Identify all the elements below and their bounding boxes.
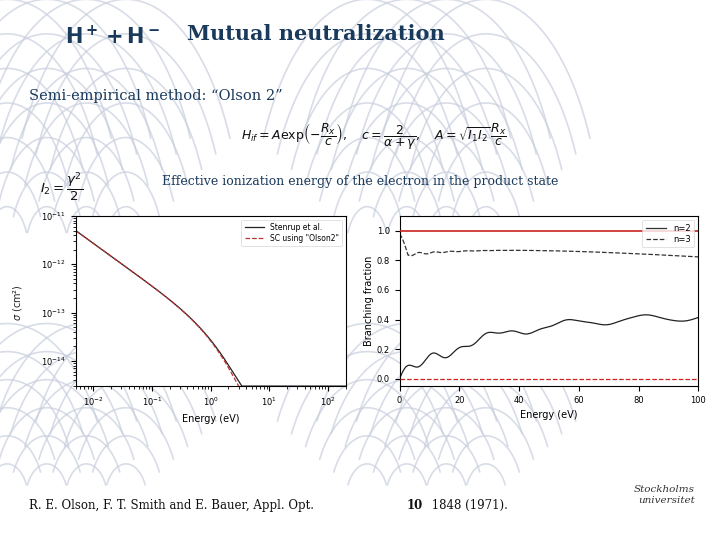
SC using "Olson2"	[341, 423, 350, 430]
Stenrup et al.	[276, 383, 285, 389]
SC using "Olson2"	[276, 397, 284, 403]
SC using "Olson2"	[235, 384, 244, 391]
Legend: Stenrup et al., SC using "Olson2": Stenrup et al., SC using "Olson2"	[241, 220, 342, 246]
Text: 10: 10	[407, 499, 423, 512]
Text: R. E. Olson, F. T. Smith and E. Bauer, Appl. Opt.: R. E. Olson, F. T. Smith and E. Bauer, A…	[29, 499, 321, 512]
Stenrup et al.	[228, 368, 237, 375]
X-axis label: Energy (eV): Energy (eV)	[521, 410, 577, 420]
Text: $\sigma$ (cm²): $\sigma$ (cm²)	[12, 284, 24, 321]
Text: 1848 (1971).: 1848 (1971).	[428, 499, 508, 512]
Text: Mutual neutralization: Mutual neutralization	[187, 24, 445, 44]
Text: Stockholms
universitet: Stockholms universitet	[634, 485, 695, 505]
Stenrup et al.	[71, 227, 80, 234]
SC using "Olson2"	[71, 227, 80, 234]
Stenrup et al.	[88, 239, 96, 246]
SC using "Olson2"	[88, 239, 96, 246]
Text: $H_{if} = A\exp\!\left(-\dfrac{R_x}{c}\right),\quadc = \dfrac{2}{\alpha+\gamma},: $H_{if} = A\exp\!\left(-\dfrac{R_x}{c}\r…	[241, 122, 508, 152]
SC using "Olson2"	[243, 397, 252, 404]
SC using "Olson2"	[304, 402, 312, 408]
Text: Effective ionization energy of the electron in the product state: Effective ionization energy of the elect…	[162, 176, 559, 188]
X-axis label: Energy (eV): Energy (eV)	[182, 414, 239, 424]
Line: SC using "Olson2": SC using "Olson2"	[76, 231, 346, 427]
Legend: n=2, n=3: n=2, n=3	[642, 220, 694, 247]
Stenrup et al.	[341, 383, 350, 389]
Stenrup et al.	[243, 383, 252, 389]
Stenrup et al.	[238, 383, 246, 389]
Y-axis label: Branching fraction: Branching fraction	[364, 256, 374, 346]
Stenrup et al.	[304, 383, 312, 389]
Text: $\bf{H^+ + H^-}$: $\bf{H^+ + H^-}$	[65, 24, 160, 48]
Text: Semi-empirical method: “Olson 2”: Semi-empirical method: “Olson 2”	[29, 89, 282, 103]
Line: Stenrup et al.: Stenrup et al.	[76, 231, 346, 386]
Stenrup et al.	[235, 380, 244, 386]
SC using "Olson2"	[228, 372, 237, 378]
Text: $I_2 = \dfrac{\gamma^2}{2}$: $I_2 = \dfrac{\gamma^2}{2}$	[40, 170, 83, 203]
